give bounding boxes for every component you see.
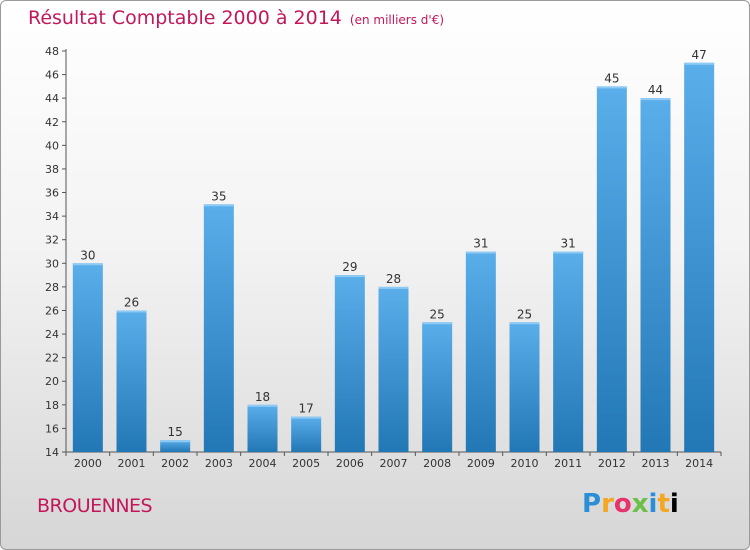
- data-label: 25: [517, 307, 532, 321]
- logo-letter: i: [669, 489, 679, 519]
- title-text: Résultat Comptable 2000 à 2014: [28, 7, 342, 29]
- x-tick-label: 2008: [423, 457, 451, 470]
- y-tick-label: 20: [45, 375, 59, 388]
- x-tick-label: 2009: [467, 457, 495, 470]
- data-label: 35: [211, 189, 226, 203]
- data-label: 25: [430, 307, 445, 321]
- x-tick-label: 2003: [205, 457, 233, 470]
- y-tick-label: 38: [45, 163, 59, 176]
- unit-note: (en milliers d'€): [349, 13, 445, 27]
- logo-letter: P: [582, 489, 602, 519]
- bar-highlight: [247, 404, 278, 407]
- bar: [160, 440, 191, 452]
- x-tick-label: 2006: [336, 457, 364, 470]
- bar: [116, 310, 147, 452]
- data-label: 45: [604, 71, 619, 85]
- y-tick-label: 46: [45, 69, 59, 82]
- y-tick-label: 16: [45, 422, 59, 435]
- bar-highlight: [334, 275, 365, 278]
- x-tick-label: 2002: [161, 457, 189, 470]
- bar-highlight: [160, 440, 191, 443]
- y-tick-label: 18: [45, 399, 59, 412]
- bar: [378, 286, 409, 452]
- y-tick-label: 26: [45, 304, 59, 317]
- data-label: 47: [692, 48, 707, 62]
- x-tick-label: 2013: [642, 457, 670, 470]
- bar: [72, 263, 103, 452]
- bar: [334, 275, 365, 452]
- x-tick-label: 2012: [598, 457, 626, 470]
- data-labels-group: 30 26 15 35 18 17 29 28 25 31 25 31 45 44 47: [80, 48, 707, 439]
- x-tick-label: 2000: [74, 457, 102, 470]
- bar: [465, 251, 496, 452]
- data-label: 28: [386, 272, 401, 286]
- bar-highlight: [596, 86, 627, 89]
- x-tick-label: 2001: [118, 457, 146, 470]
- bar: [553, 251, 584, 452]
- data-label: 26: [124, 295, 139, 309]
- bar-highlight: [422, 322, 453, 325]
- x-tick-label: 2007: [380, 457, 408, 470]
- y-tick-label: 34: [45, 210, 59, 223]
- bar: [509, 322, 540, 452]
- bar: [684, 62, 715, 452]
- data-label: 15: [168, 425, 183, 439]
- y-tick-label: 30: [45, 257, 59, 270]
- bar: [640, 98, 671, 453]
- data-label: 29: [342, 260, 357, 274]
- x-tick-label: 2005: [292, 457, 320, 470]
- data-label: 30: [80, 248, 95, 262]
- bar-highlight: [116, 310, 147, 313]
- logo-letter: i: [648, 489, 658, 519]
- bar-highlight: [640, 98, 671, 101]
- data-label: 31: [561, 237, 576, 251]
- bar-highlight: [291, 416, 322, 419]
- y-tick-label: 28: [45, 281, 59, 294]
- chart-title: Résultat Comptable 2000 à 2014 (en millie…: [28, 7, 444, 29]
- y-tick-label: 32: [45, 234, 59, 247]
- logo-letter: t: [657, 489, 670, 519]
- bar: [422, 322, 453, 452]
- bars-group: [72, 62, 715, 453]
- data-label: 31: [473, 237, 488, 251]
- bar-highlight: [72, 263, 103, 266]
- bar: [291, 416, 322, 452]
- bar-highlight: [465, 251, 496, 254]
- bar-highlight: [684, 62, 715, 65]
- y-tick-label: 40: [45, 139, 59, 152]
- x-axis: 2000 2001 2002 2003 2004 2005 2006 2007 2008 2009…: [65, 451, 722, 470]
- bar: [203, 204, 234, 452]
- y-axis: 14 16 18 20 22 24 26 28 30 32 34 36 38 40 42 44 46 48: [45, 45, 67, 459]
- x-tick-label: 2014: [685, 457, 713, 470]
- bar-highlight: [378, 286, 409, 289]
- bar: [596, 86, 627, 452]
- logo-letter: r: [601, 489, 614, 519]
- y-tick-label: 24: [45, 328, 59, 341]
- data-label: 17: [299, 402, 314, 416]
- x-tick-label: 2004: [249, 457, 277, 470]
- y-tick-label: 44: [45, 92, 59, 105]
- data-label: 18: [255, 390, 270, 404]
- x-tick-label: 2011: [554, 457, 582, 470]
- bar-highlight: [509, 322, 540, 325]
- proxiti-logo[interactable]: Proxiti: [582, 489, 679, 519]
- data-label: 44: [648, 83, 663, 97]
- y-tick-label: 14: [45, 446, 59, 459]
- bar-highlight: [553, 251, 584, 254]
- commune-name: BROUENNES: [37, 495, 153, 517]
- bar-highlight: [203, 204, 234, 207]
- y-tick-label: 22: [45, 352, 59, 365]
- y-tick-label: 48: [45, 45, 59, 58]
- y-tick-label: 42: [45, 116, 59, 129]
- y-tick-label: 36: [45, 187, 59, 200]
- x-tick-label: 2010: [511, 457, 539, 470]
- logo-letter: o: [613, 489, 632, 519]
- bar: [247, 404, 278, 452]
- logo-letter: x: [631, 489, 649, 519]
